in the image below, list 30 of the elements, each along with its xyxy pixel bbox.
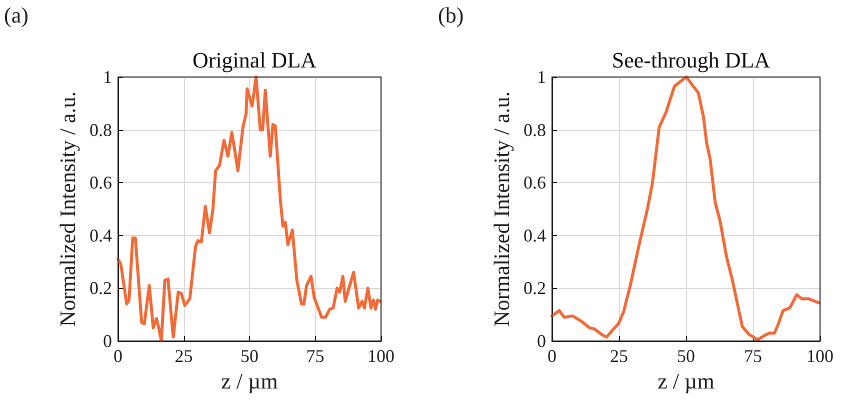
x-axis-title: z / µm: [658, 368, 714, 394]
x-tick-label: 50: [240, 346, 258, 366]
x-tick-label: 75: [744, 346, 762, 366]
x-tick-label: 25: [610, 346, 628, 366]
y-tick-label: 0.2: [90, 278, 112, 298]
x-axis-title: z / µm: [221, 368, 278, 394]
y-tick-label: 0.4: [90, 225, 112, 246]
x-tick-label: 100: [368, 346, 394, 366]
x-tick-label: 50: [677, 346, 695, 366]
y-axis-title: Normalized Intensity / a.u.: [489, 91, 514, 327]
y-tick-label: 0: [537, 331, 546, 351]
y-tick-label: 0.6: [90, 172, 112, 193]
x-tick-label: 100: [806, 346, 834, 366]
y-tick-label: 0: [103, 331, 112, 351]
y-tick-label: 0.2: [524, 278, 546, 298]
y-tick-label: 1: [537, 67, 546, 87]
y-tick-label: 0.8: [90, 120, 112, 140]
line-series: [550, 76, 820, 342]
y-tick-label: 0.6: [524, 172, 546, 193]
x-tick-label: 25: [174, 346, 193, 366]
chart-title: See-through DLA: [612, 48, 770, 72]
y-tick-label: 0.4: [524, 225, 546, 246]
y-tick-label: 0.8: [524, 120, 546, 140]
text: (a): [4, 2, 28, 28]
x-tick-label: 75: [306, 346, 324, 366]
text: (b): [438, 2, 464, 28]
y-axis-title: Normalized Intensity / a.u.: [55, 91, 80, 327]
line-series: [116, 76, 382, 342]
chart-title: Original DLA: [192, 48, 317, 72]
y-tick-label: 1: [103, 67, 112, 87]
